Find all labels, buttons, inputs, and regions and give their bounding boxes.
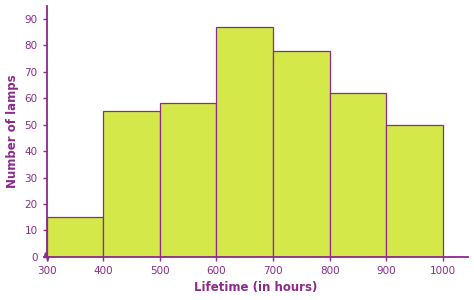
Bar [273,50,330,257]
Bar [386,124,443,257]
Bar [217,27,273,257]
Bar [330,93,386,257]
Bar [46,217,103,257]
X-axis label: Lifetime (in hours): Lifetime (in hours) [194,281,318,294]
Y-axis label: Number of lamps: Number of lamps [6,74,19,188]
Bar [160,103,217,257]
Bar [103,111,160,257]
